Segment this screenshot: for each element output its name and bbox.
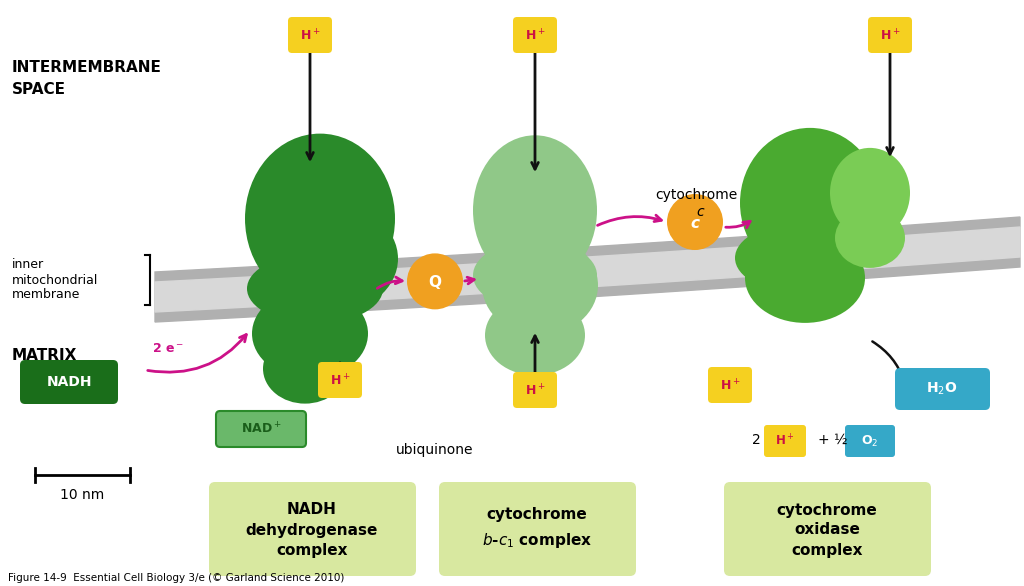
Ellipse shape xyxy=(252,289,368,379)
Polygon shape xyxy=(155,227,1020,312)
FancyBboxPatch shape xyxy=(895,368,990,410)
Ellipse shape xyxy=(485,295,585,375)
Text: $\it{b}$-$\it{c}_1$ complex: $\it{b}$-$\it{c}_1$ complex xyxy=(481,530,592,550)
FancyBboxPatch shape xyxy=(318,362,362,398)
Text: complex: complex xyxy=(276,543,348,557)
Text: ubiquinone: ubiquinone xyxy=(396,443,474,457)
Text: c: c xyxy=(690,216,699,230)
Text: O$_2$: O$_2$ xyxy=(861,434,879,448)
FancyBboxPatch shape xyxy=(513,17,557,53)
Text: H$^+$: H$^+$ xyxy=(524,383,546,398)
Text: SPACE: SPACE xyxy=(12,83,66,97)
Text: complex: complex xyxy=(792,543,863,557)
Text: 10 nm: 10 nm xyxy=(59,488,104,502)
Text: oxidase: oxidase xyxy=(794,523,860,537)
Text: H$^+$: H$^+$ xyxy=(300,28,321,43)
Text: H$^+$: H$^+$ xyxy=(330,373,350,389)
Ellipse shape xyxy=(835,208,905,268)
Text: inner: inner xyxy=(12,258,44,271)
Text: H$_2$O: H$_2$O xyxy=(927,381,957,397)
Text: mitochondrial: mitochondrial xyxy=(12,274,98,287)
FancyBboxPatch shape xyxy=(288,17,332,53)
Text: cytochrome: cytochrome xyxy=(486,507,588,523)
Ellipse shape xyxy=(473,135,597,285)
FancyBboxPatch shape xyxy=(513,372,557,408)
Ellipse shape xyxy=(245,134,395,304)
FancyBboxPatch shape xyxy=(20,360,118,404)
Text: H$^+$: H$^+$ xyxy=(524,28,546,43)
Ellipse shape xyxy=(745,233,865,323)
Text: MATRIX: MATRIX xyxy=(12,347,78,363)
FancyBboxPatch shape xyxy=(209,482,416,576)
Text: H$^+$: H$^+$ xyxy=(720,379,740,394)
FancyBboxPatch shape xyxy=(764,425,806,457)
Text: Q: Q xyxy=(428,275,441,290)
Text: 2: 2 xyxy=(752,433,765,447)
Text: dehydrogenase: dehydrogenase xyxy=(246,523,378,537)
Text: + ½: + ½ xyxy=(818,433,852,447)
Ellipse shape xyxy=(263,333,347,404)
Ellipse shape xyxy=(735,223,865,293)
Ellipse shape xyxy=(473,240,597,311)
FancyBboxPatch shape xyxy=(724,482,931,576)
Text: Figure 14-9  Essential Cell Biology 3/e (© Garland Science 2010): Figure 14-9 Essential Cell Biology 3/e (… xyxy=(8,573,344,583)
FancyBboxPatch shape xyxy=(708,367,752,403)
Text: c: c xyxy=(696,205,703,219)
Ellipse shape xyxy=(740,128,880,278)
Ellipse shape xyxy=(482,236,598,335)
Text: cytochrome: cytochrome xyxy=(776,503,878,517)
Text: membrane: membrane xyxy=(12,288,80,302)
Text: INTERMEMBRANE: INTERMEMBRANE xyxy=(12,60,162,76)
Text: 2 e$^-$: 2 e$^-$ xyxy=(153,342,184,355)
Text: cytochrome: cytochrome xyxy=(655,188,737,202)
FancyBboxPatch shape xyxy=(845,425,895,457)
FancyBboxPatch shape xyxy=(216,411,306,447)
Ellipse shape xyxy=(262,203,398,314)
Polygon shape xyxy=(155,217,1020,322)
Ellipse shape xyxy=(667,194,723,250)
FancyBboxPatch shape xyxy=(439,482,636,576)
Text: NAD$^+$: NAD$^+$ xyxy=(241,421,282,437)
Ellipse shape xyxy=(407,253,463,309)
Ellipse shape xyxy=(247,254,383,323)
FancyBboxPatch shape xyxy=(868,17,912,53)
Text: H$^+$: H$^+$ xyxy=(775,434,795,449)
Text: NADH: NADH xyxy=(46,375,92,389)
Text: NADH: NADH xyxy=(287,503,337,517)
Text: H$^+$: H$^+$ xyxy=(880,28,900,43)
Ellipse shape xyxy=(830,148,910,238)
